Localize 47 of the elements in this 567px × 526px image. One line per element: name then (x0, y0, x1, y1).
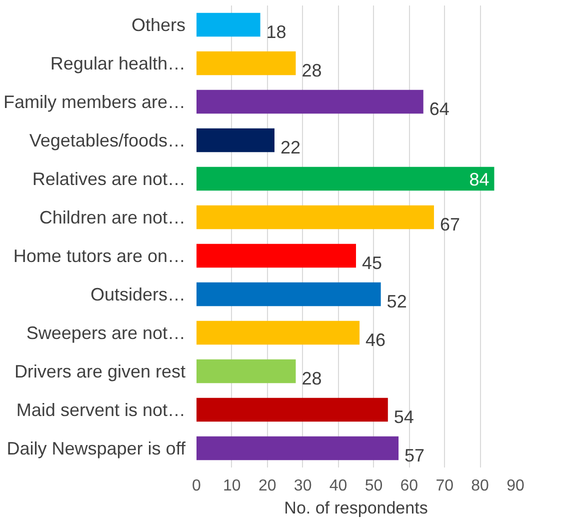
data-label: 28 (302, 368, 322, 388)
y-tick-label: Outsiders… (90, 284, 186, 304)
data-label: 52 (386, 291, 407, 312)
data-label: 22 (280, 137, 301, 158)
x-tick-label: 50 (364, 478, 383, 494)
y-tick-label: Maid servent is not… (16, 400, 186, 420)
bar (196, 166, 494, 191)
x-tick-label: 20 (258, 478, 276, 494)
bar (196, 398, 388, 422)
data-label: 18 (266, 22, 286, 42)
y-tick-label: Drivers are given rest (14, 361, 186, 382)
x-tick-label: 80 (471, 478, 490, 494)
x-tick-label: 0 (192, 478, 202, 494)
bar (196, 51, 296, 76)
y-tick-label: Relatives are not… (32, 168, 186, 189)
y-tick-label: Vegetables/foods… (29, 130, 186, 150)
data-label: 57 (404, 445, 425, 466)
y-tick-label: Sweepers are not… (26, 322, 186, 343)
x-tick-label: 10 (223, 478, 241, 494)
data-label: 54 (394, 406, 414, 427)
bar (196, 12, 260, 37)
y-tick-label: Home tutors are on… (13, 246, 186, 266)
bar (196, 359, 296, 384)
x-tick-label: 30 (294, 478, 312, 494)
data-label: 46 (366, 330, 386, 350)
x-tick-label: 60 (400, 478, 418, 494)
y-tick-label: Regular health… (50, 53, 186, 74)
bar (196, 436, 399, 460)
x-axis-title: No. of respondents (284, 498, 428, 518)
data-label: 64 (429, 98, 450, 119)
x-tick-label: 40 (329, 478, 348, 494)
bar (196, 282, 381, 306)
bar (196, 90, 424, 114)
bar (196, 320, 360, 345)
x-tick-label: 90 (506, 478, 524, 494)
y-tick-label: Others (131, 14, 186, 35)
data-label: 84 (469, 169, 490, 190)
bar (196, 205, 434, 230)
data-label: 28 (302, 60, 322, 80)
x-tick-label: 70 (436, 478, 454, 494)
y-tick-label: Daily Newspaper is off (6, 438, 186, 458)
y-tick-label: Children are not… (39, 207, 186, 228)
bar (196, 128, 274, 152)
data-label: 45 (362, 252, 382, 273)
y-tick-label: Family members are… (3, 92, 186, 112)
data-label: 67 (440, 214, 460, 234)
bar (196, 244, 356, 268)
